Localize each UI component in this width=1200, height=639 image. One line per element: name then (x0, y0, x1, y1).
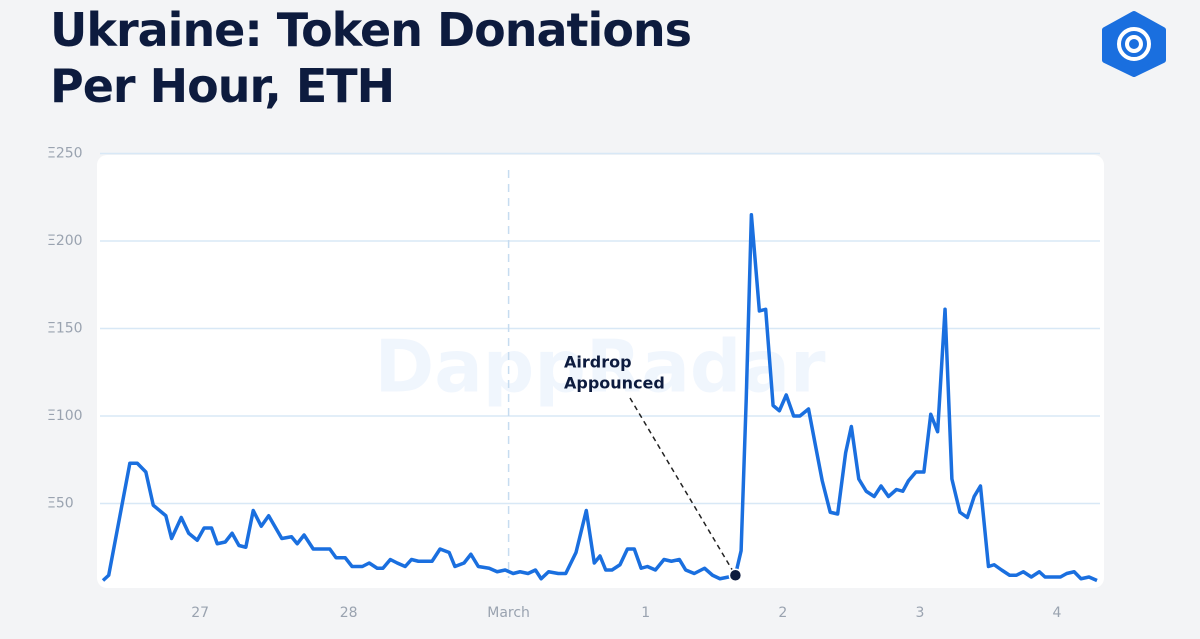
data-line (101, 213, 1098, 583)
y-tick-label: Ξ50 (47, 496, 74, 512)
chart-title: Ukraine: Token Donations Per Hour, ETH (50, 3, 692, 113)
y-tick-label: Ξ250 (47, 146, 83, 162)
y-tick-label: Ξ100 (47, 408, 83, 424)
annotation-text: Appounced (564, 374, 665, 393)
x-tick-label: 4 (1053, 605, 1062, 621)
x-tick-label: 2 (778, 605, 787, 621)
annotation-point (728, 568, 743, 582)
plot-card (97, 155, 1104, 588)
watermark: DappRadar (374, 325, 826, 409)
annotation-leader (629, 397, 737, 576)
y-tick-label: Ξ150 (47, 321, 83, 337)
x-tick-label: March (487, 605, 530, 621)
x-tick-label: 3 (915, 605, 924, 621)
x-tick-label: 27 (191, 605, 209, 621)
logo (1102, 11, 1166, 77)
y-tick-label: Ξ200 (47, 233, 83, 249)
x-tick-label: 1 (641, 605, 650, 621)
x-tick-label: 28 (340, 605, 358, 621)
annotation-text: Airdrop (564, 353, 632, 372)
